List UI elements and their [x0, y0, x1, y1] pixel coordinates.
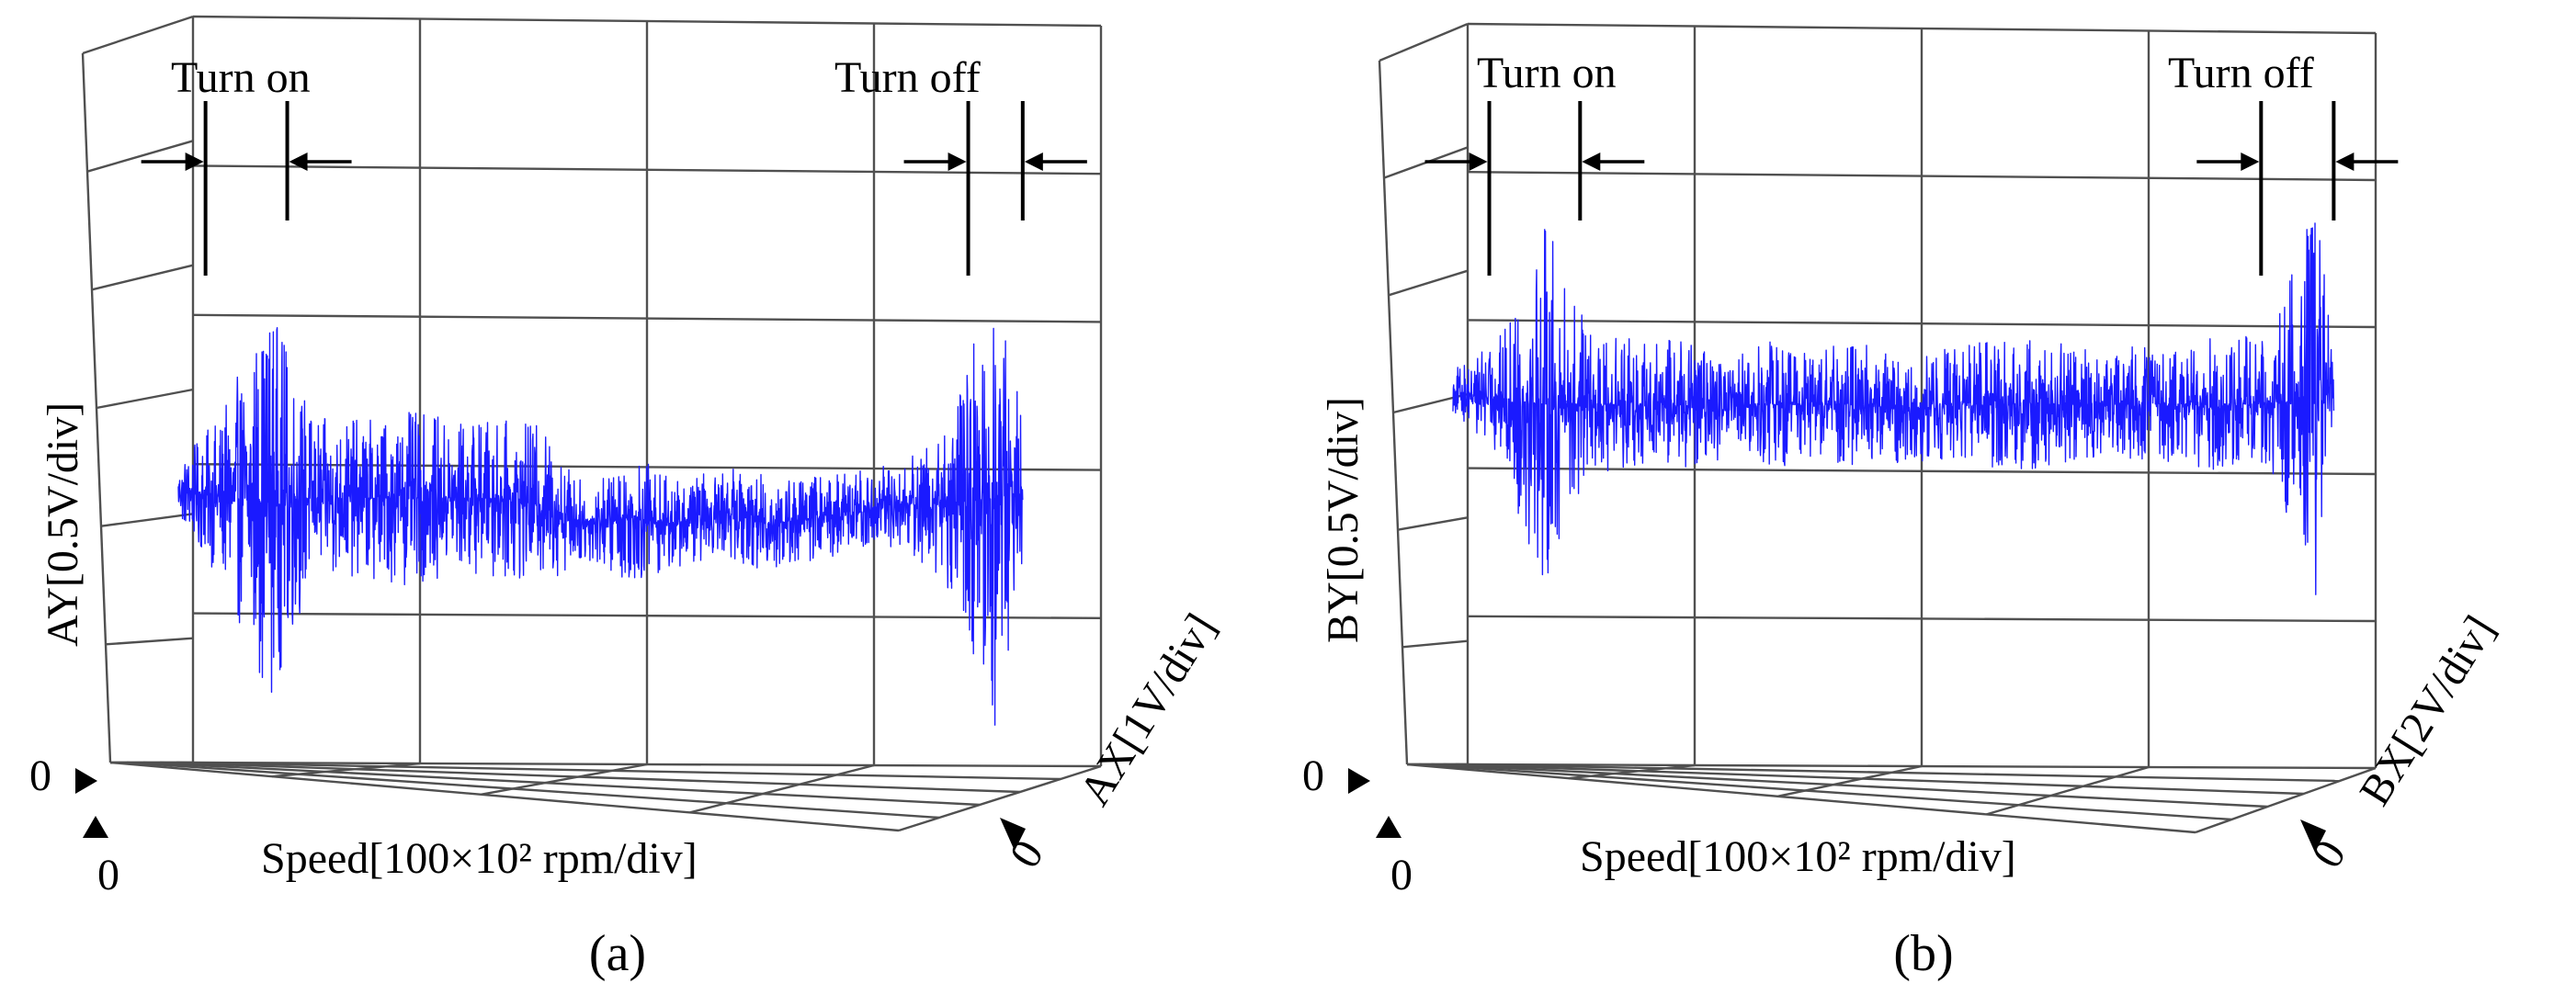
back-horizontal-gridline [192, 313, 1102, 323]
turn-markers-a [141, 101, 1087, 276]
turn-markers-b [1424, 101, 2399, 276]
floor-depth-gridline [1986, 765, 2150, 816]
arrow-right-icon [2241, 153, 2260, 171]
signal-trace-b [1452, 222, 2335, 595]
panel-a: Turn on Turn off AY[0.5V/div] Speed[100×… [29, 15, 1226, 982]
left-wall-gridline [86, 140, 194, 173]
back-horizontal-gridline [1467, 615, 2377, 623]
floor-cross-gridline [176, 761, 1061, 781]
x-origin-label: 0 [97, 851, 119, 899]
turn-on-arrows [141, 153, 352, 171]
y-origin-marker-icon [75, 768, 97, 794]
floor-cross-gridline [159, 761, 1021, 794]
arrow-left-icon [1582, 153, 1601, 171]
panel-caption: (a) [589, 925, 646, 982]
y-axis-label: AY[0.5V/div] [39, 402, 87, 647]
z-origin-label: 0 [2302, 831, 2355, 876]
z-origin-marker-icon [2300, 819, 2326, 853]
turn-on-label: Turn on [171, 53, 311, 102]
x-axis-label: Speed[100×10² rpm/div] [1580, 832, 2016, 881]
y-origin-label: 0 [29, 752, 51, 800]
left-top-edge [1379, 22, 1469, 62]
y-origin-marker-icon [1348, 768, 1370, 794]
z-origin-marker-icon [1000, 818, 1026, 851]
back-horizontal-gridline [1467, 319, 2377, 329]
arrow-left-icon [2335, 153, 2355, 171]
left-wall-gridline [96, 388, 194, 410]
turn-on-label: Turn on [1477, 49, 1617, 97]
z-origin-label: 0 [1000, 831, 1053, 876]
arrow-right-icon [1469, 153, 1488, 171]
signal-trace-a [177, 327, 1024, 726]
panel-b: Turn on Turn off BY[0.5V/div] Speed[100×… [1288, 0, 2575, 1006]
back-horizontal-gridline [192, 15, 1102, 28]
x-axis-label: Speed[100×10² rpm/div] [261, 834, 698, 883]
back-horizontal-gridline [1467, 171, 2377, 182]
left-wall-gridline [1397, 516, 1469, 531]
back-horizontal-gridline [1467, 467, 2377, 476]
turn-off-arrows [2196, 153, 2399, 171]
y-axis-label: BY[0.5V/div] [1319, 397, 1367, 643]
turn-off-arrows [903, 153, 1087, 171]
z-axis-label: BX[2V/div] [2350, 607, 2504, 814]
back-horizontal-gridline [1467, 22, 2377, 35]
left-wall-gridline [91, 264, 194, 291]
floor-right-edge [2195, 766, 2377, 834]
floor-right-edge [898, 764, 1102, 832]
left-wall-gridline [100, 513, 194, 527]
y-origin-label: 0 [1302, 752, 1324, 800]
arrow-left-icon [289, 153, 308, 171]
z-axis-label: AX[1V/div] [1070, 605, 1225, 814]
turn-on-arrows [1424, 153, 1645, 171]
x-origin-marker-icon [83, 816, 108, 838]
back-horizontal-gridline [192, 164, 1102, 175]
back-horizontal-gridline [192, 612, 1102, 619]
left-wall-gridline [1401, 639, 1469, 649]
floor-cross-gridline [1455, 763, 2340, 783]
floor-cross-gridline [142, 761, 981, 807]
arrow-left-icon [1024, 153, 1043, 171]
front-floor-edge [109, 761, 900, 832]
floor-cross-gridline [1419, 763, 2232, 821]
arrow-right-icon [948, 153, 967, 171]
left-top-edge [82, 15, 194, 55]
turn-off-label: Turn off [834, 53, 981, 102]
x-origin-marker-icon [1376, 816, 1401, 838]
grid-3d-a [81, 15, 1103, 832]
turn-off-label: Turn off [2168, 49, 2314, 97]
floor-cross-gridline [1443, 763, 2304, 796]
oscillogram-b: Turn on Turn off BY[0.5V/div] Speed[100×… [1302, 22, 2504, 982]
floor-cross-gridline [1431, 763, 2268, 808]
panel-caption: (b) [1893, 925, 1953, 982]
floor-cross-gridline [126, 761, 940, 819]
left-wall-gridline [105, 637, 194, 646]
oscillogram-a: Turn on Turn off AY[0.5V/div] Speed[100×… [29, 15, 1226, 982]
grid-3d-b [1378, 22, 2377, 834]
left-wall-gridline [1388, 269, 1469, 297]
arrow-right-icon [185, 153, 204, 171]
x-origin-label: 0 [1390, 851, 1413, 899]
front-floor-edge [1406, 763, 2196, 834]
floor-depth-gridline [689, 763, 875, 814]
